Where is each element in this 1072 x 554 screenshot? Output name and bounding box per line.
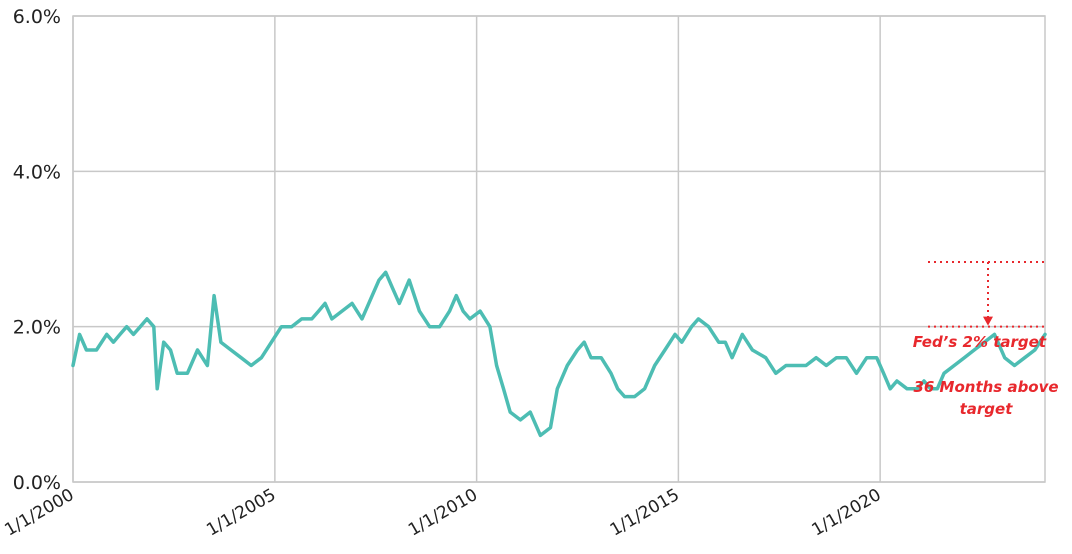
y-tick-label-3: 6.0% [13,6,61,28]
fed-target-label: Fed’s 2% target [913,333,1047,351]
months-above-target-label-line1: 36 Months above [913,378,1058,396]
gap-arrow-head [983,316,993,326]
x-tick-label-1: 1/1/2005 [203,485,279,541]
y-tick-label-0: 0.0% [13,472,61,494]
series-line [71,270,1047,438]
y-tick-label-1: 2.0% [13,317,61,339]
x-tick-label-2: 1/1/2010 [405,485,481,541]
y-axis-ticks: 0.0% 2.0% 4.0% 6.0% [13,6,61,494]
plot-frame [72,15,1046,483]
grid [72,15,1046,483]
x-tick-label-3: 1/1/2015 [607,485,683,541]
y-tick-label-2: 4.0% [13,161,61,183]
x-axis-ticks: 1/1/2000 1/1/2005 1/1/2010 1/1/2015 1/1/2020 [1,485,884,541]
x-tick-label-4: 1/1/2020 [809,485,885,541]
months-above-target-label-line2: target [960,400,1014,418]
target-annotation-lines [928,261,1045,328]
